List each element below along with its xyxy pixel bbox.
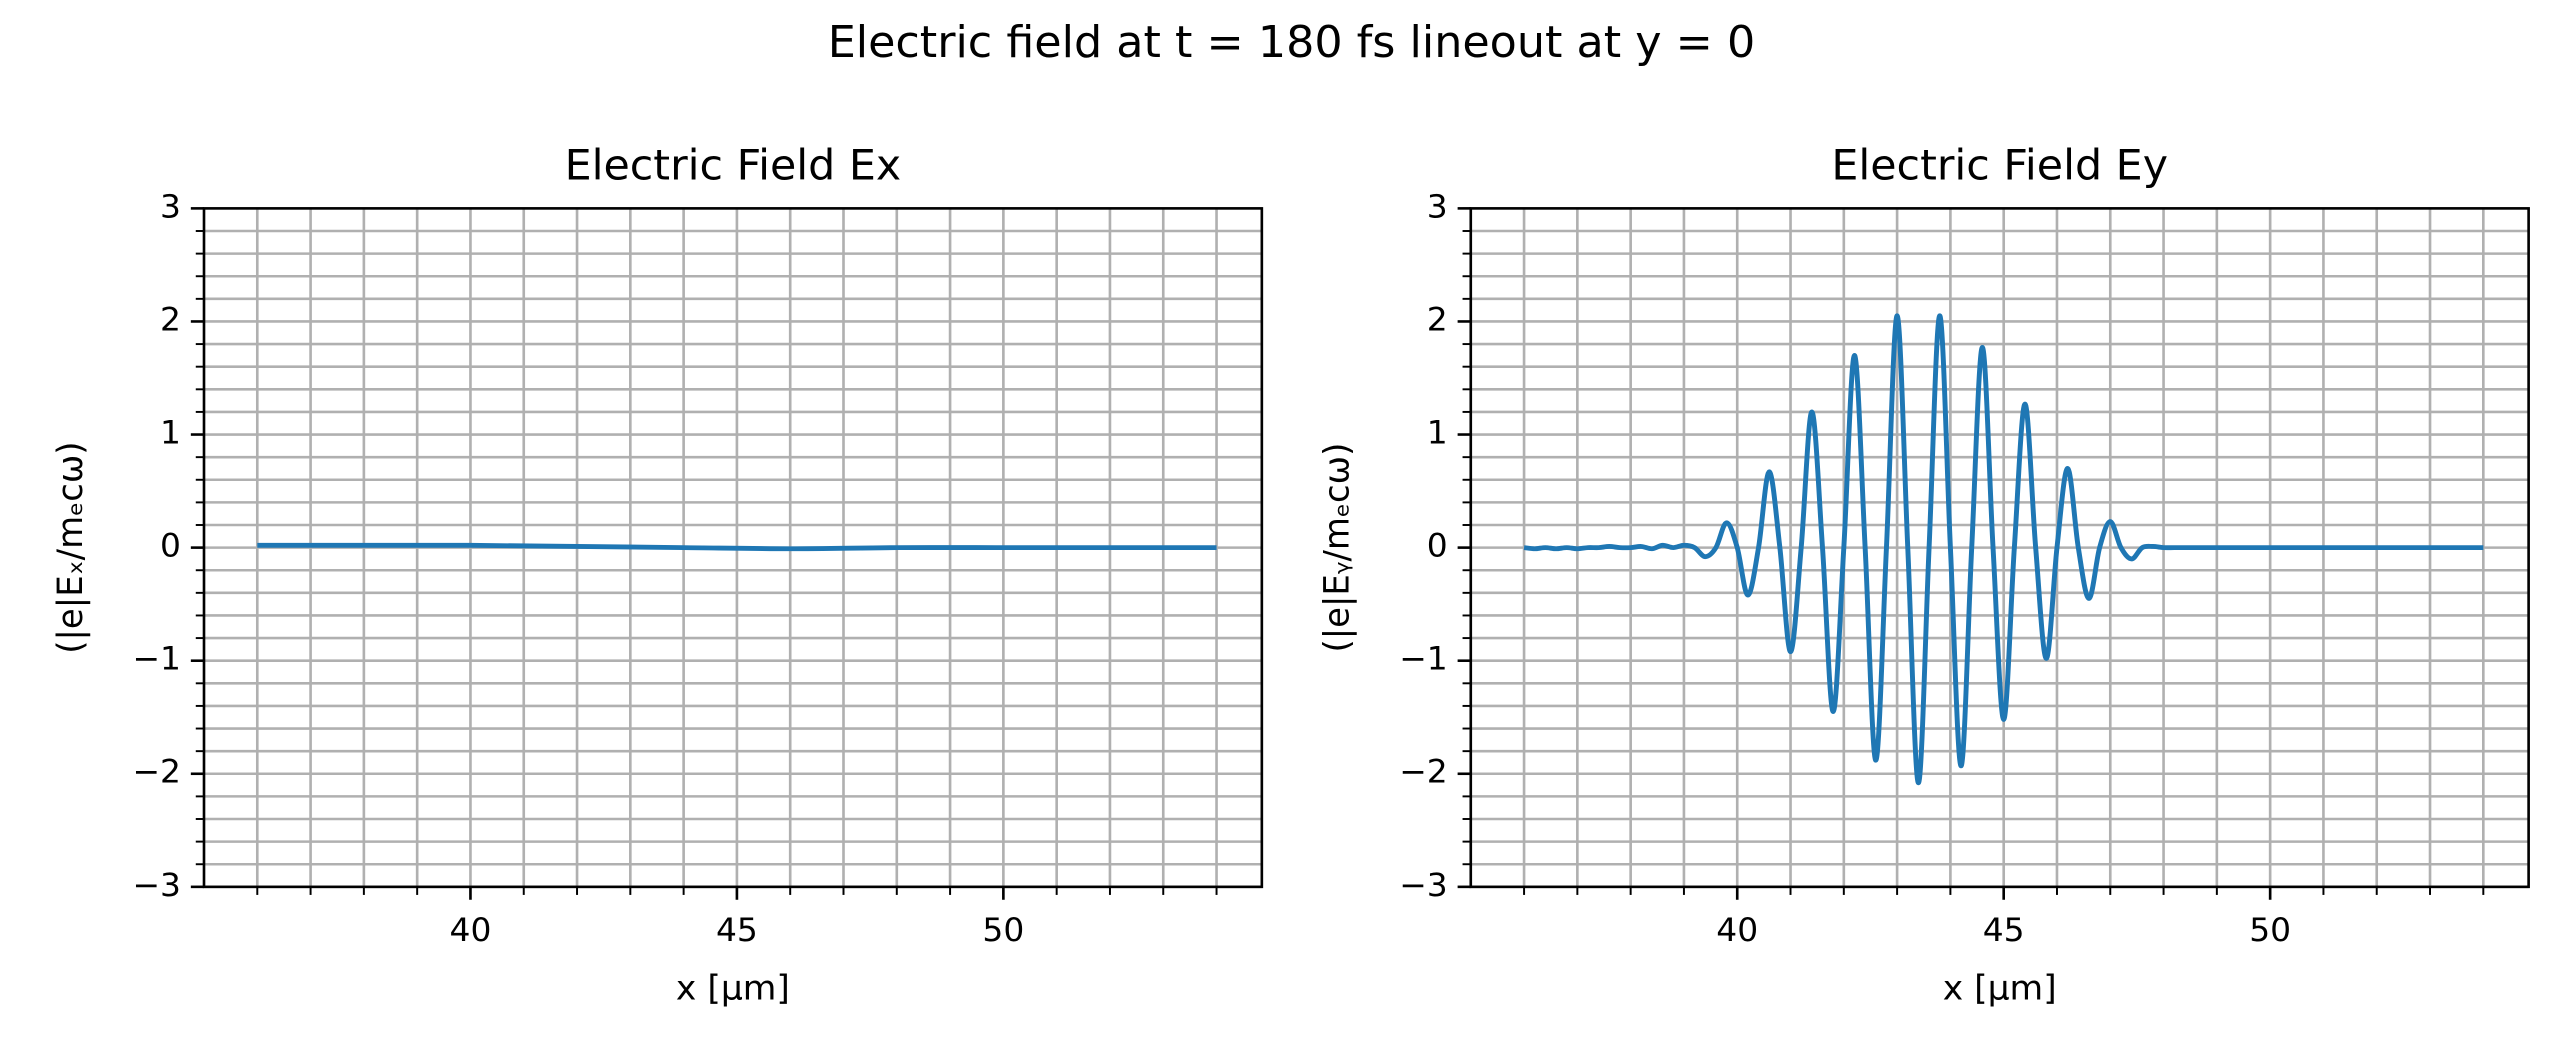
- y-tick-label: 3: [1427, 188, 1448, 226]
- x-tick-label: 40: [450, 911, 492, 949]
- x-tick-label: 40: [1716, 911, 1758, 949]
- axes-title: Electric Field Ey: [1831, 141, 2168, 190]
- y-axis-label: (|e|Eᵧ/mₑcω): [1317, 443, 1357, 653]
- x-tick-label: 50: [2249, 911, 2291, 949]
- figure-title: Electric field at t = 180 fs lineout at …: [828, 17, 1756, 68]
- x-axis-label: x [µm]: [676, 969, 790, 1009]
- y-axis-label: (|e|Eₓ/mₑcω): [51, 441, 91, 653]
- y-tick-label: −1: [1399, 640, 1447, 678]
- data-line: [257, 542, 1217, 552]
- y-tick-label: 2: [1427, 301, 1448, 339]
- y-tick-label: 2: [160, 301, 181, 339]
- x-tick-label: 45: [716, 911, 758, 949]
- data-line: [1523, 313, 2484, 786]
- y-tick-label: 1: [160, 414, 181, 452]
- y-tick-label: −2: [1399, 753, 1447, 791]
- y-tick-label: −3: [132, 866, 180, 904]
- y-tick-label: 1: [1427, 414, 1448, 452]
- y-tick-label: 0: [1427, 527, 1448, 565]
- y-tick-label: 0: [160, 527, 181, 565]
- x-tick-label: 45: [1983, 911, 2025, 949]
- axes-title: Electric Field Ex: [565, 141, 902, 190]
- x-tick-label: 50: [982, 911, 1024, 949]
- y-tick-label: 3: [160, 188, 181, 226]
- y-tick-label: −1: [132, 640, 180, 678]
- y-tick-label: −3: [1399, 866, 1447, 904]
- x-axis-label: x [µm]: [1943, 969, 2057, 1009]
- y-tick-label: −2: [132, 753, 180, 791]
